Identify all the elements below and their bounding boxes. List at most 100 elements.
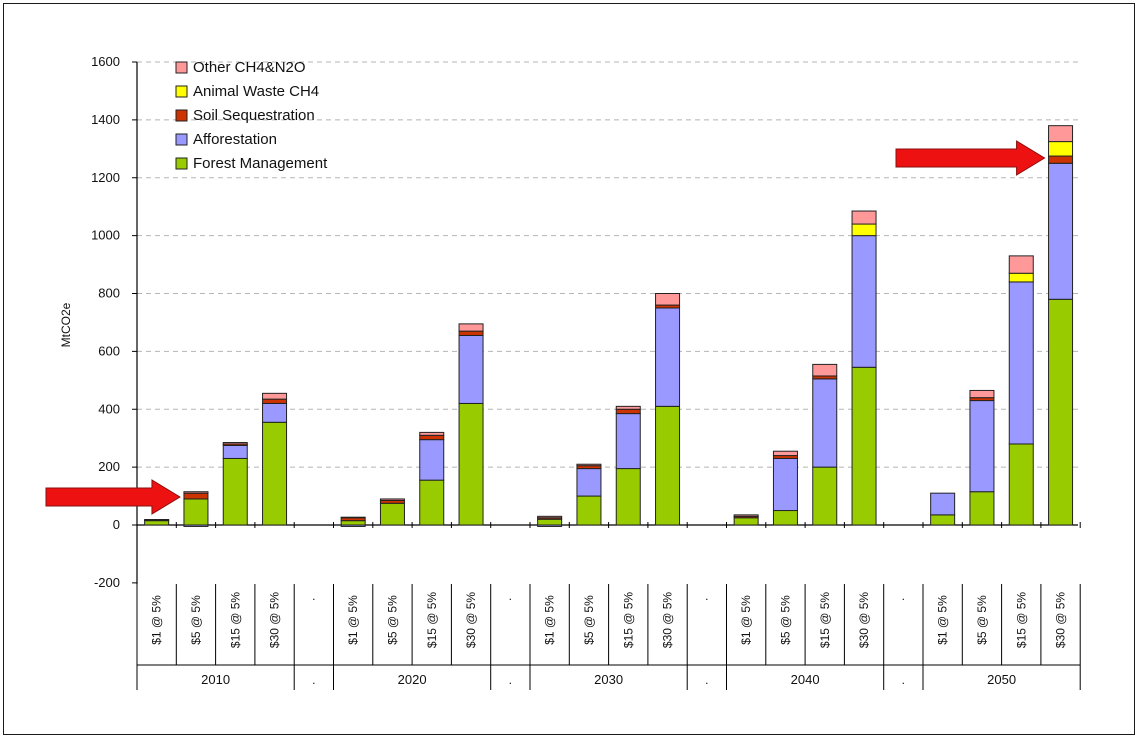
- y-axis-title: MtCO2e: [59, 302, 73, 347]
- y-tick-label: 200: [98, 459, 120, 474]
- bar-segment-afforestation: [1008, 281, 1034, 445]
- legend-label: Other CH4&N2O: [193, 59, 306, 76]
- year-label: 2030: [594, 672, 623, 687]
- bar-segment-other-ch4-n2o: [419, 431, 445, 436]
- separator-label: .: [312, 673, 315, 687]
- y-tick-label: 600: [98, 343, 120, 358]
- bar-segment-forest-management: [615, 468, 641, 526]
- bar-segment-soil-sequestration: [615, 408, 641, 415]
- bar-segment-forest-management: [379, 502, 405, 526]
- legend-swatch: [175, 133, 188, 146]
- year-label: 2010: [201, 672, 230, 687]
- grid-lines: [137, 61, 1078, 468]
- separator-label: .: [312, 589, 315, 603]
- bar-segment-afforestation: [419, 439, 445, 481]
- bar-segment-forest-management: [733, 517, 759, 526]
- separator-label: .: [705, 589, 708, 603]
- category-label: $15 @ 5%: [818, 592, 832, 649]
- bar-segment-other-ch4-n2o: [812, 363, 838, 377]
- bar-segment-animal-waste-ch4: [1048, 141, 1074, 157]
- bar-segment-soil-sequestration: [1048, 155, 1074, 164]
- separator-label: .: [509, 673, 512, 687]
- bar-segment-soil-sequestration: [458, 330, 484, 336]
- bars: [144, 125, 1074, 527]
- bar-segment-other-ch4-n2o: [576, 463, 602, 467]
- bar-segment-other-ch4-n2o: [772, 450, 798, 457]
- category-label: $30 @ 5%: [857, 592, 871, 649]
- bar-segment-forest-management: [655, 405, 681, 526]
- bar-segment-other-ch4-n2o: [340, 516, 366, 519]
- bar-segment-other-ch4-n2o: [615, 405, 641, 410]
- bar-segment-other-ch4-n2o: [537, 515, 563, 519]
- bar-segment-animal-waste-ch4: [1008, 272, 1034, 283]
- bar-segment-other-ch4-n2o: [458, 323, 484, 332]
- bar-segment-forest-management: [458, 402, 484, 526]
- bar-segment-forest-management: [262, 421, 288, 526]
- category-label: $15 @ 5%: [425, 592, 439, 649]
- bar-segment-forest-management: [144, 520, 170, 526]
- category-label: $30 @ 5%: [464, 592, 478, 649]
- y-tick-label: 1000: [91, 228, 120, 243]
- bar-segment-other-ch4-n2o: [222, 442, 248, 445]
- arrow-annotation: [45, 479, 181, 515]
- annotations: [45, 140, 1046, 515]
- bar-segment-other-ch4-n2o: [655, 293, 681, 306]
- bar-segment-afforestation: [222, 444, 248, 459]
- bar-segment-afforestation: [930, 492, 956, 516]
- y-tick-label: 1200: [91, 170, 120, 185]
- category-label: $1 @ 5%: [739, 595, 753, 645]
- bar-segment-other-ch4-n2o: [851, 210, 877, 225]
- legend-swatch: [175, 61, 188, 74]
- category-label: $30 @ 5%: [1054, 592, 1068, 649]
- y-tick-label: 1600: [91, 54, 120, 69]
- y-tick-label: 400: [98, 401, 120, 416]
- year-label: 2040: [791, 672, 820, 687]
- category-label: $1 @ 5%: [936, 595, 950, 645]
- bar-segment-forest-management: [851, 366, 877, 526]
- bar-segment-forest-management: [969, 491, 995, 526]
- legend: Other CH4&N2O Animal Waste CH4 Soil Seques…: [175, 59, 328, 172]
- bar-segment-forest-management: [1048, 298, 1074, 526]
- bar-segment-other-ch4-n2o: [733, 514, 759, 517]
- legend-label: Afforestation: [193, 131, 277, 148]
- separator-label: .: [902, 673, 905, 687]
- bar-segment-forest-management: [537, 518, 563, 526]
- bar-segment-forest-management: [222, 457, 248, 526]
- bar-segment-soil-sequestration: [183, 492, 209, 500]
- category-label: $15 @ 5%: [621, 592, 635, 649]
- y-tick-label: 800: [98, 286, 120, 301]
- category-label: $5 @ 5%: [189, 595, 203, 645]
- year-label: 2020: [398, 672, 427, 687]
- category-label: $5 @ 5%: [778, 595, 792, 645]
- arrow-annotation: [895, 140, 1046, 176]
- bar-segment-afforestation: [655, 307, 681, 407]
- bar-segment-other-ch4-n2o: [969, 389, 995, 399]
- bar-segment-forest-management: [1008, 443, 1034, 526]
- separator-label: .: [509, 589, 512, 603]
- bar-segment-other-ch4-n2o: [379, 498, 405, 501]
- category-label: $30 @ 5%: [661, 592, 675, 649]
- bar-segment-forest-management: [930, 514, 956, 526]
- bar-segment-afforestation: [812, 378, 838, 468]
- bar-segment-forest-management: [183, 498, 209, 526]
- separator-label: .: [705, 673, 708, 687]
- category-label: $5 @ 5%: [385, 595, 399, 645]
- legend-label: Forest Management: [193, 155, 328, 172]
- bar-segment-forest-management: [340, 520, 366, 526]
- bar-segment-other-ch4-n2o: [1008, 255, 1034, 274]
- y-tick-label: -200: [94, 575, 120, 590]
- bar-segment-animal-waste-ch4: [851, 223, 877, 237]
- bar-segment-afforestation: [1048, 162, 1074, 300]
- legend-swatch: [175, 157, 188, 170]
- year-label: 2050: [987, 672, 1016, 687]
- legend-label: Animal Waste CH4: [193, 83, 319, 100]
- separator-label: .: [902, 589, 905, 603]
- bar-segment-soil-sequestration: [419, 434, 445, 441]
- bar-segment-forest-management: [576, 495, 602, 526]
- category-label: $5 @ 5%: [582, 595, 596, 645]
- bar-segment-other-ch4-n2o: [144, 519, 170, 521]
- category-labels: $1 @ 5% $5 @ 5% $15 @ 5% $30 @ 5% $1 @ 5% $5 …: [136, 584, 1081, 690]
- category-label: $15 @ 5%: [1014, 592, 1028, 649]
- bar-segment-afforestation: [969, 400, 995, 493]
